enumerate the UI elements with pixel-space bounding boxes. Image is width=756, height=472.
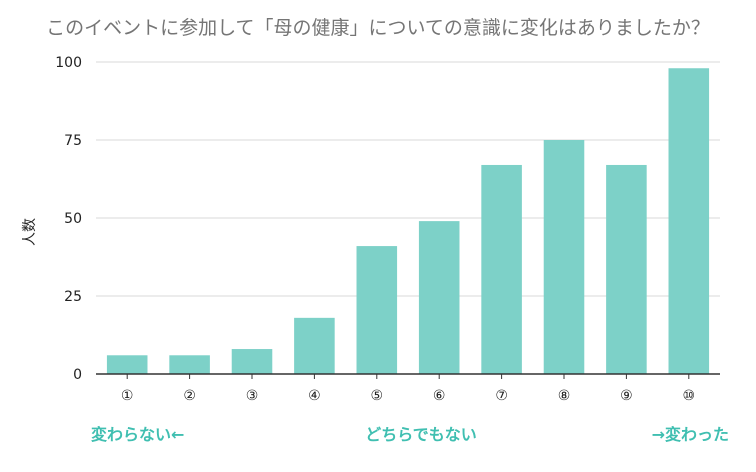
bar-7 xyxy=(481,164,522,374)
x-axis-ticks: ① ② ③ ④ ⑤ ⑥ ⑦ ⑧ ⑨ ⑩ xyxy=(121,374,695,404)
bars xyxy=(106,68,710,375)
y-tick-label: 50 xyxy=(64,211,82,227)
bar-10 xyxy=(668,68,710,375)
x-tick-label: ③ xyxy=(246,388,259,404)
annotation-neutral: どちらでもない xyxy=(365,425,477,444)
x-tick-label: ⑩ xyxy=(683,388,696,404)
annotation-changed: →変わった xyxy=(652,425,729,444)
x-tick-label: ① xyxy=(121,388,134,404)
y-tick-label: 0 xyxy=(73,367,82,383)
bar-5 xyxy=(356,246,398,374)
x-tick-label: ⑨ xyxy=(620,388,633,404)
bar-3 xyxy=(231,349,273,374)
bar-8 xyxy=(543,140,585,374)
bar-6 xyxy=(418,221,460,374)
y-tick-label: 100 xyxy=(55,55,82,71)
x-tick-label: ② xyxy=(183,388,196,404)
x-tick-label: ⑥ xyxy=(433,388,446,404)
y-axis-title: 人数 xyxy=(22,218,38,246)
y-tick-label: 25 xyxy=(64,289,82,305)
y-axis-ticks: 0 25 50 75 100 xyxy=(55,55,82,383)
y-tick-label: 75 xyxy=(64,133,82,149)
bar-4 xyxy=(294,317,335,374)
x-tick-label: ⑧ xyxy=(558,388,571,404)
bar-2 xyxy=(169,355,210,374)
x-tick-label: ⑦ xyxy=(495,388,508,404)
annotation-unchanged: 変わらない← xyxy=(91,425,184,444)
x-tick-label: ⑤ xyxy=(371,388,384,404)
chart-title: このイベントに参加して「母の健康」についての意識に変化はありましたか？ xyxy=(46,17,710,39)
bar-9 xyxy=(606,164,647,374)
x-tick-label: ④ xyxy=(308,388,321,404)
bar-1 xyxy=(106,355,148,374)
